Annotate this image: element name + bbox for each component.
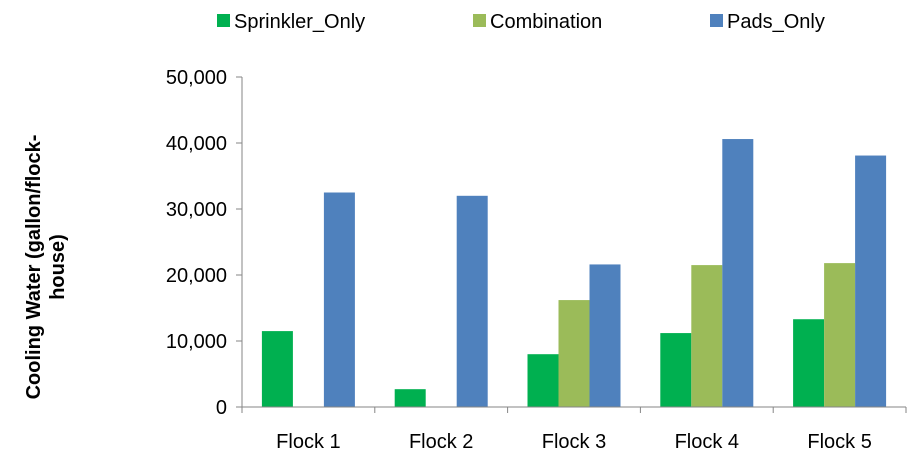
bar-pads-only [722, 139, 754, 408]
y-tick-label: 30,000 [166, 199, 227, 221]
legend-item: Pads_Only [710, 11, 825, 33]
bar-pads-only [855, 155, 887, 407]
legend-swatch [473, 14, 486, 27]
y-axis-label: Cooling Water (gallon/flock-house) [23, 135, 69, 400]
bar-combination [558, 300, 590, 407]
bar-sprinkler-only [261, 331, 293, 407]
y-axis-label-line: Cooling Water (gallon/flock- [23, 135, 45, 400]
x-tick-label: Flock 5 [807, 431, 871, 453]
y-axis-ticks: 0 10,000 20,000 30,000 40,000 50,000 [166, 67, 242, 419]
x-tick-label: Flock 4 [675, 431, 739, 453]
legend-item: Combination [473, 11, 602, 33]
legend: Sprinkler_Only Combination Pads_Only [217, 11, 825, 33]
bar-combination [691, 265, 723, 407]
bars [261, 139, 887, 408]
x-tick-label: Flock 1 [276, 431, 340, 453]
bar-sprinkler-only [660, 333, 692, 407]
x-tick-label: Flock 3 [542, 431, 606, 453]
y-tick-label: 20,000 [166, 265, 227, 287]
legend-label: Sprinkler_Only [234, 11, 365, 33]
x-tick-label: Flock 2 [409, 431, 473, 453]
y-tick-label: 10,000 [166, 331, 227, 353]
legend-label: Pads_Only [727, 11, 825, 33]
bar-sprinkler-only [527, 354, 559, 407]
bar-sprinkler-only [793, 319, 825, 407]
legend-swatch [217, 14, 230, 27]
bar-combination [824, 263, 856, 407]
axes [241, 77, 906, 408]
bar-pads-only [456, 195, 488, 407]
y-tick-label: 0 [216, 397, 227, 419]
y-axis-label-line: house) [47, 234, 69, 300]
bar-pads-only [589, 264, 621, 407]
bar-sprinkler-only [394, 389, 426, 407]
legend-item: Sprinkler_Only [217, 11, 365, 33]
bar-pads-only [323, 192, 355, 407]
legend-swatch [710, 14, 723, 27]
y-tick-label: 50,000 [166, 67, 227, 89]
x-axis-ticks: Flock 1 Flock 2 Flock 3 Flock 4 Flock 5 [241, 407, 907, 453]
y-tick-label: 40,000 [166, 133, 227, 155]
legend-label: Combination [490, 11, 602, 33]
